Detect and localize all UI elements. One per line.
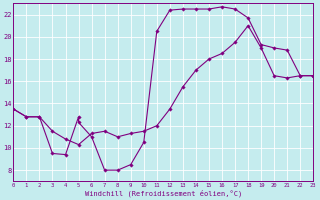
X-axis label: Windchill (Refroidissement éolien,°C): Windchill (Refroidissement éolien,°C) [85,189,242,197]
